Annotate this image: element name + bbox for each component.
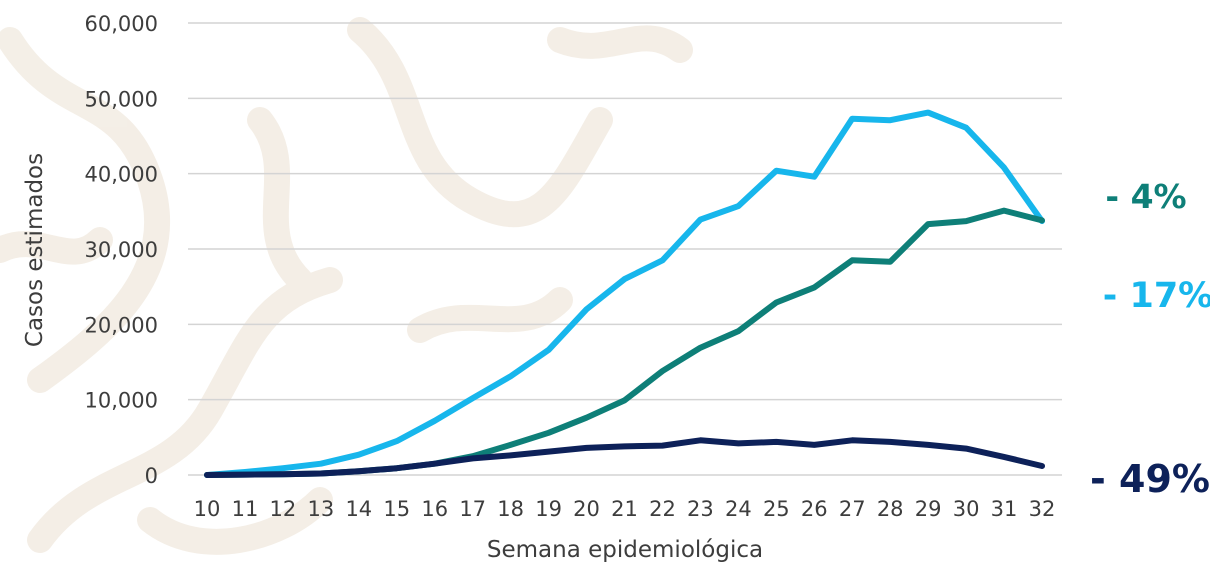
x-tick-label: 31 bbox=[991, 497, 1018, 521]
y-axis-ticks: 0 10,000 20,000 30,000 40,000 50,000 60,000 bbox=[85, 12, 158, 488]
x-tick-label: 11 bbox=[232, 497, 259, 521]
x-tick-label: 29 bbox=[915, 497, 942, 521]
y-tick-label: 20,000 bbox=[85, 313, 158, 337]
x-tick-label: 13 bbox=[307, 497, 334, 521]
y-tick-label: 10,000 bbox=[85, 389, 158, 413]
series-line-1 bbox=[204, 207, 1045, 478]
x-tick-label: 12 bbox=[270, 497, 297, 521]
percent-change-label: - 17% bbox=[1103, 276, 1210, 316]
gridlines bbox=[188, 22, 1062, 476]
x-tick-label: 32 bbox=[1029, 497, 1056, 521]
series-line-0 bbox=[204, 109, 1045, 478]
x-tick-label: 26 bbox=[801, 497, 828, 521]
y-axis-title: Casos estimados bbox=[22, 153, 48, 347]
x-tick-label: 24 bbox=[725, 497, 752, 521]
percent-annotations: - 4% - 17% - 49% bbox=[1090, 177, 1210, 501]
x-tick-label: 18 bbox=[497, 497, 524, 521]
x-tick-label: 16 bbox=[421, 497, 448, 521]
x-tick-label: 21 bbox=[611, 497, 638, 521]
x-tick-label: 22 bbox=[649, 497, 676, 521]
y-tick-label: 40,000 bbox=[85, 163, 158, 187]
x-tick-label: 28 bbox=[877, 497, 904, 521]
x-tick-label: 17 bbox=[459, 497, 486, 521]
percent-change-label: - 49% bbox=[1090, 457, 1210, 501]
x-axis-title: Semana epidemiológica bbox=[487, 537, 763, 563]
x-tick-label: 27 bbox=[839, 497, 866, 521]
x-tick-label: 15 bbox=[383, 497, 410, 521]
series-line-2 bbox=[204, 437, 1045, 478]
x-axis-ticks: 10 11 12 13 14 15 16 17 18 19 20 21 22 23 24 25 26 27 28 29… bbox=[194, 497, 1056, 521]
series-lines bbox=[204, 109, 1045, 478]
percent-change-label: - 4% bbox=[1105, 177, 1186, 216]
y-tick-label: 30,000 bbox=[85, 238, 158, 262]
y-tick-label: 0 bbox=[145, 464, 158, 488]
x-tick-label: 14 bbox=[345, 497, 372, 521]
y-tick-label: 60,000 bbox=[85, 12, 158, 36]
x-tick-label: 19 bbox=[535, 497, 562, 521]
y-tick-label: 50,000 bbox=[85, 87, 158, 111]
x-tick-label: 30 bbox=[953, 497, 980, 521]
x-tick-label: 25 bbox=[763, 497, 790, 521]
x-tick-label: 10 bbox=[194, 497, 221, 521]
x-tick-label: 20 bbox=[573, 497, 600, 521]
x-tick-label: 23 bbox=[687, 497, 714, 521]
